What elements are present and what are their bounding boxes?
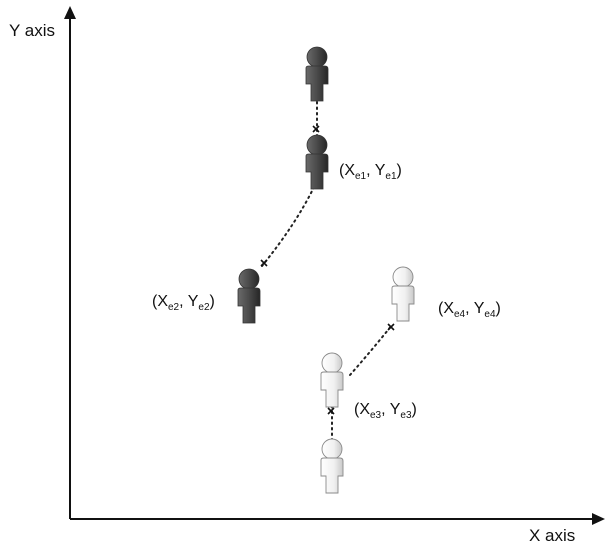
person-icon: [391, 266, 415, 322]
marker-1: [312, 125, 320, 133]
coord-label-e1: (Xe1, Ye1): [339, 162, 402, 182]
path-e1-to-e2: [261, 186, 315, 267]
y-axis-label: Y axis: [9, 21, 55, 40]
person-icon: [320, 438, 344, 494]
path-markers: [260, 125, 395, 415]
marker-2: [260, 259, 268, 267]
person-figures: [237, 46, 415, 494]
person-icon: [237, 268, 261, 324]
coord-label-e3: (Xe3, Ye3): [354, 401, 417, 421]
axes: [64, 6, 605, 525]
y-axis-arrow: [64, 6, 76, 19]
coord-label-e4: (Xe4, Ye4): [438, 300, 501, 320]
coord-label-e2: (Xe2, Ye2): [152, 293, 215, 313]
x-axis-arrow: [592, 513, 605, 525]
x-axis-label: X axis: [529, 526, 576, 545]
marker-4: [327, 407, 335, 415]
person-icon: [320, 352, 344, 408]
person-icon: [305, 46, 329, 102]
person-icon: [305, 134, 329, 190]
path-e3-to-e4: [349, 324, 393, 376]
marker-3: [387, 323, 395, 331]
